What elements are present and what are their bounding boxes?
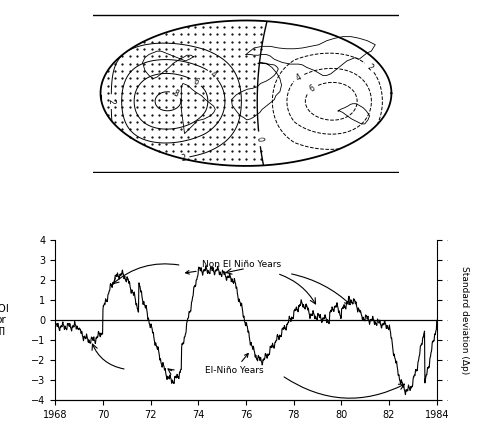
Text: 2: 2 — [364, 62, 373, 72]
Text: 6: 6 — [191, 77, 200, 87]
Text: 2: 2 — [107, 99, 115, 104]
Text: 4: 4 — [294, 72, 303, 83]
Y-axis label: Standard deviation (Δp): Standard deviation (Δp) — [458, 266, 467, 374]
Text: 8: 8 — [171, 89, 179, 99]
Text: 2: 2 — [180, 153, 186, 163]
Y-axis label: SOI
or
TI: SOI or TI — [0, 304, 10, 337]
Text: Non El Niño Years: Non El Niño Years — [185, 260, 280, 274]
Text: 4: 4 — [208, 70, 217, 80]
Text: El-Niño Years: El-Niño Years — [204, 353, 263, 375]
Text: 0: 0 — [254, 136, 264, 142]
Text: 6: 6 — [308, 84, 317, 94]
